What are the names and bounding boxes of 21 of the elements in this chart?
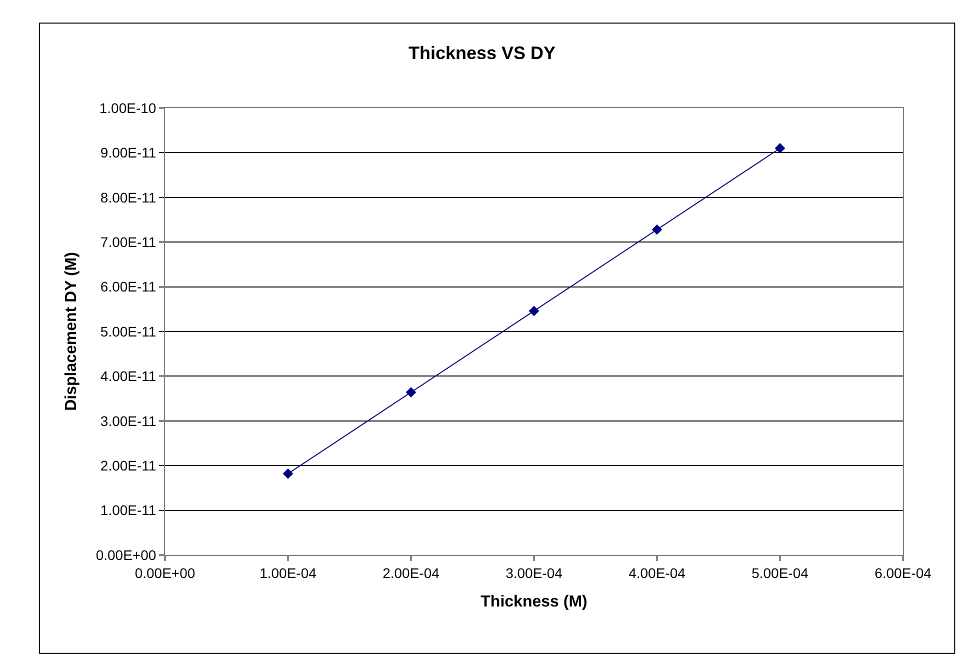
- y-tick-label: 4.00E-11: [100, 368, 156, 384]
- y-tick-label: 8.00E-11: [100, 189, 156, 206]
- y-tick-label: 7.00E-11: [100, 234, 156, 250]
- x-tick-label: 1.00E-04: [260, 564, 317, 581]
- y-tick-label: 3.00E-11: [100, 412, 156, 429]
- y-tick-label: 1.00E-10: [99, 100, 156, 116]
- y-tick-label: 9.00E-11: [100, 144, 156, 161]
- x-axis-title: Thickness (M): [480, 594, 588, 610]
- x-tick-label: 0.00E+00: [134, 564, 196, 581]
- y-tick-label: 0.00E+00: [96, 546, 156, 563]
- y-tick-label: 2.00E-11: [100, 458, 156, 474]
- y-axis-title: Displacement DY (M): [62, 252, 80, 411]
- y-tick-label: 1.00E-11: [100, 502, 156, 518]
- chart-title: Thickness VS DY: [408, 42, 556, 63]
- y-tick-label: 5.00E-11: [100, 323, 156, 340]
- y-tick-label: 6.00E-11: [100, 278, 156, 295]
- x-tick-label: 4.00E-04: [628, 564, 686, 581]
- x-tick-label: 5.00E-04: [752, 564, 809, 581]
- x-tick-label: 6.00E-04: [874, 564, 932, 581]
- x-tick-label: 3.00E-04: [506, 564, 563, 581]
- x-tick-label: 2.00E-04: [382, 564, 440, 581]
